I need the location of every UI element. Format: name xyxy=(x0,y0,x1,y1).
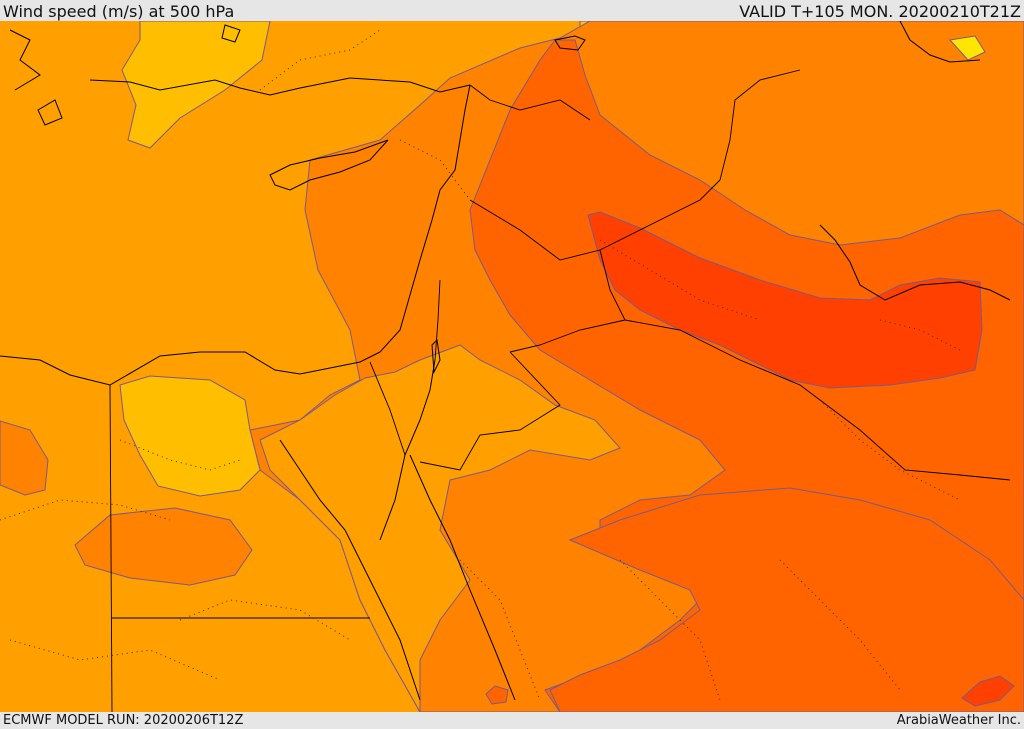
field-orange-patch-b xyxy=(74,507,253,586)
model-run-label: ECMWF MODEL RUN: 20200206T12Z xyxy=(3,713,244,728)
field-orange-jordan-tongue xyxy=(259,344,621,712)
field-blob-red-sea xyxy=(485,685,509,705)
dotted-isolines xyxy=(0,29,961,701)
field-blob-yellow-ne xyxy=(949,35,986,61)
coastlines xyxy=(0,21,1011,701)
field-light-yellow-egypt xyxy=(119,375,261,497)
country-borders xyxy=(109,69,1011,712)
wind-speed-map[interactable] xyxy=(0,21,1024,712)
field-blob-oman xyxy=(961,675,1015,707)
header-bar: Wind speed (m/s) at 500 hPa VALID T+105 … xyxy=(0,0,1024,21)
valid-time-label: VALID T+105 MON. 20200210T21Z xyxy=(739,2,1021,21)
field-red-orange-core xyxy=(587,211,983,389)
footer-bar: ECMWF MODEL RUN: 20200206T12Z ArabiaWeat… xyxy=(0,712,1024,729)
credit-label: ArabiaWeather Inc. xyxy=(896,713,1021,728)
field-light-yellow-aegean xyxy=(121,21,271,149)
field-orange-patch-a xyxy=(0,420,49,496)
field-dark-orange-south xyxy=(549,487,1024,712)
map-title: Wind speed (m/s) at 500 hPa xyxy=(3,2,235,21)
